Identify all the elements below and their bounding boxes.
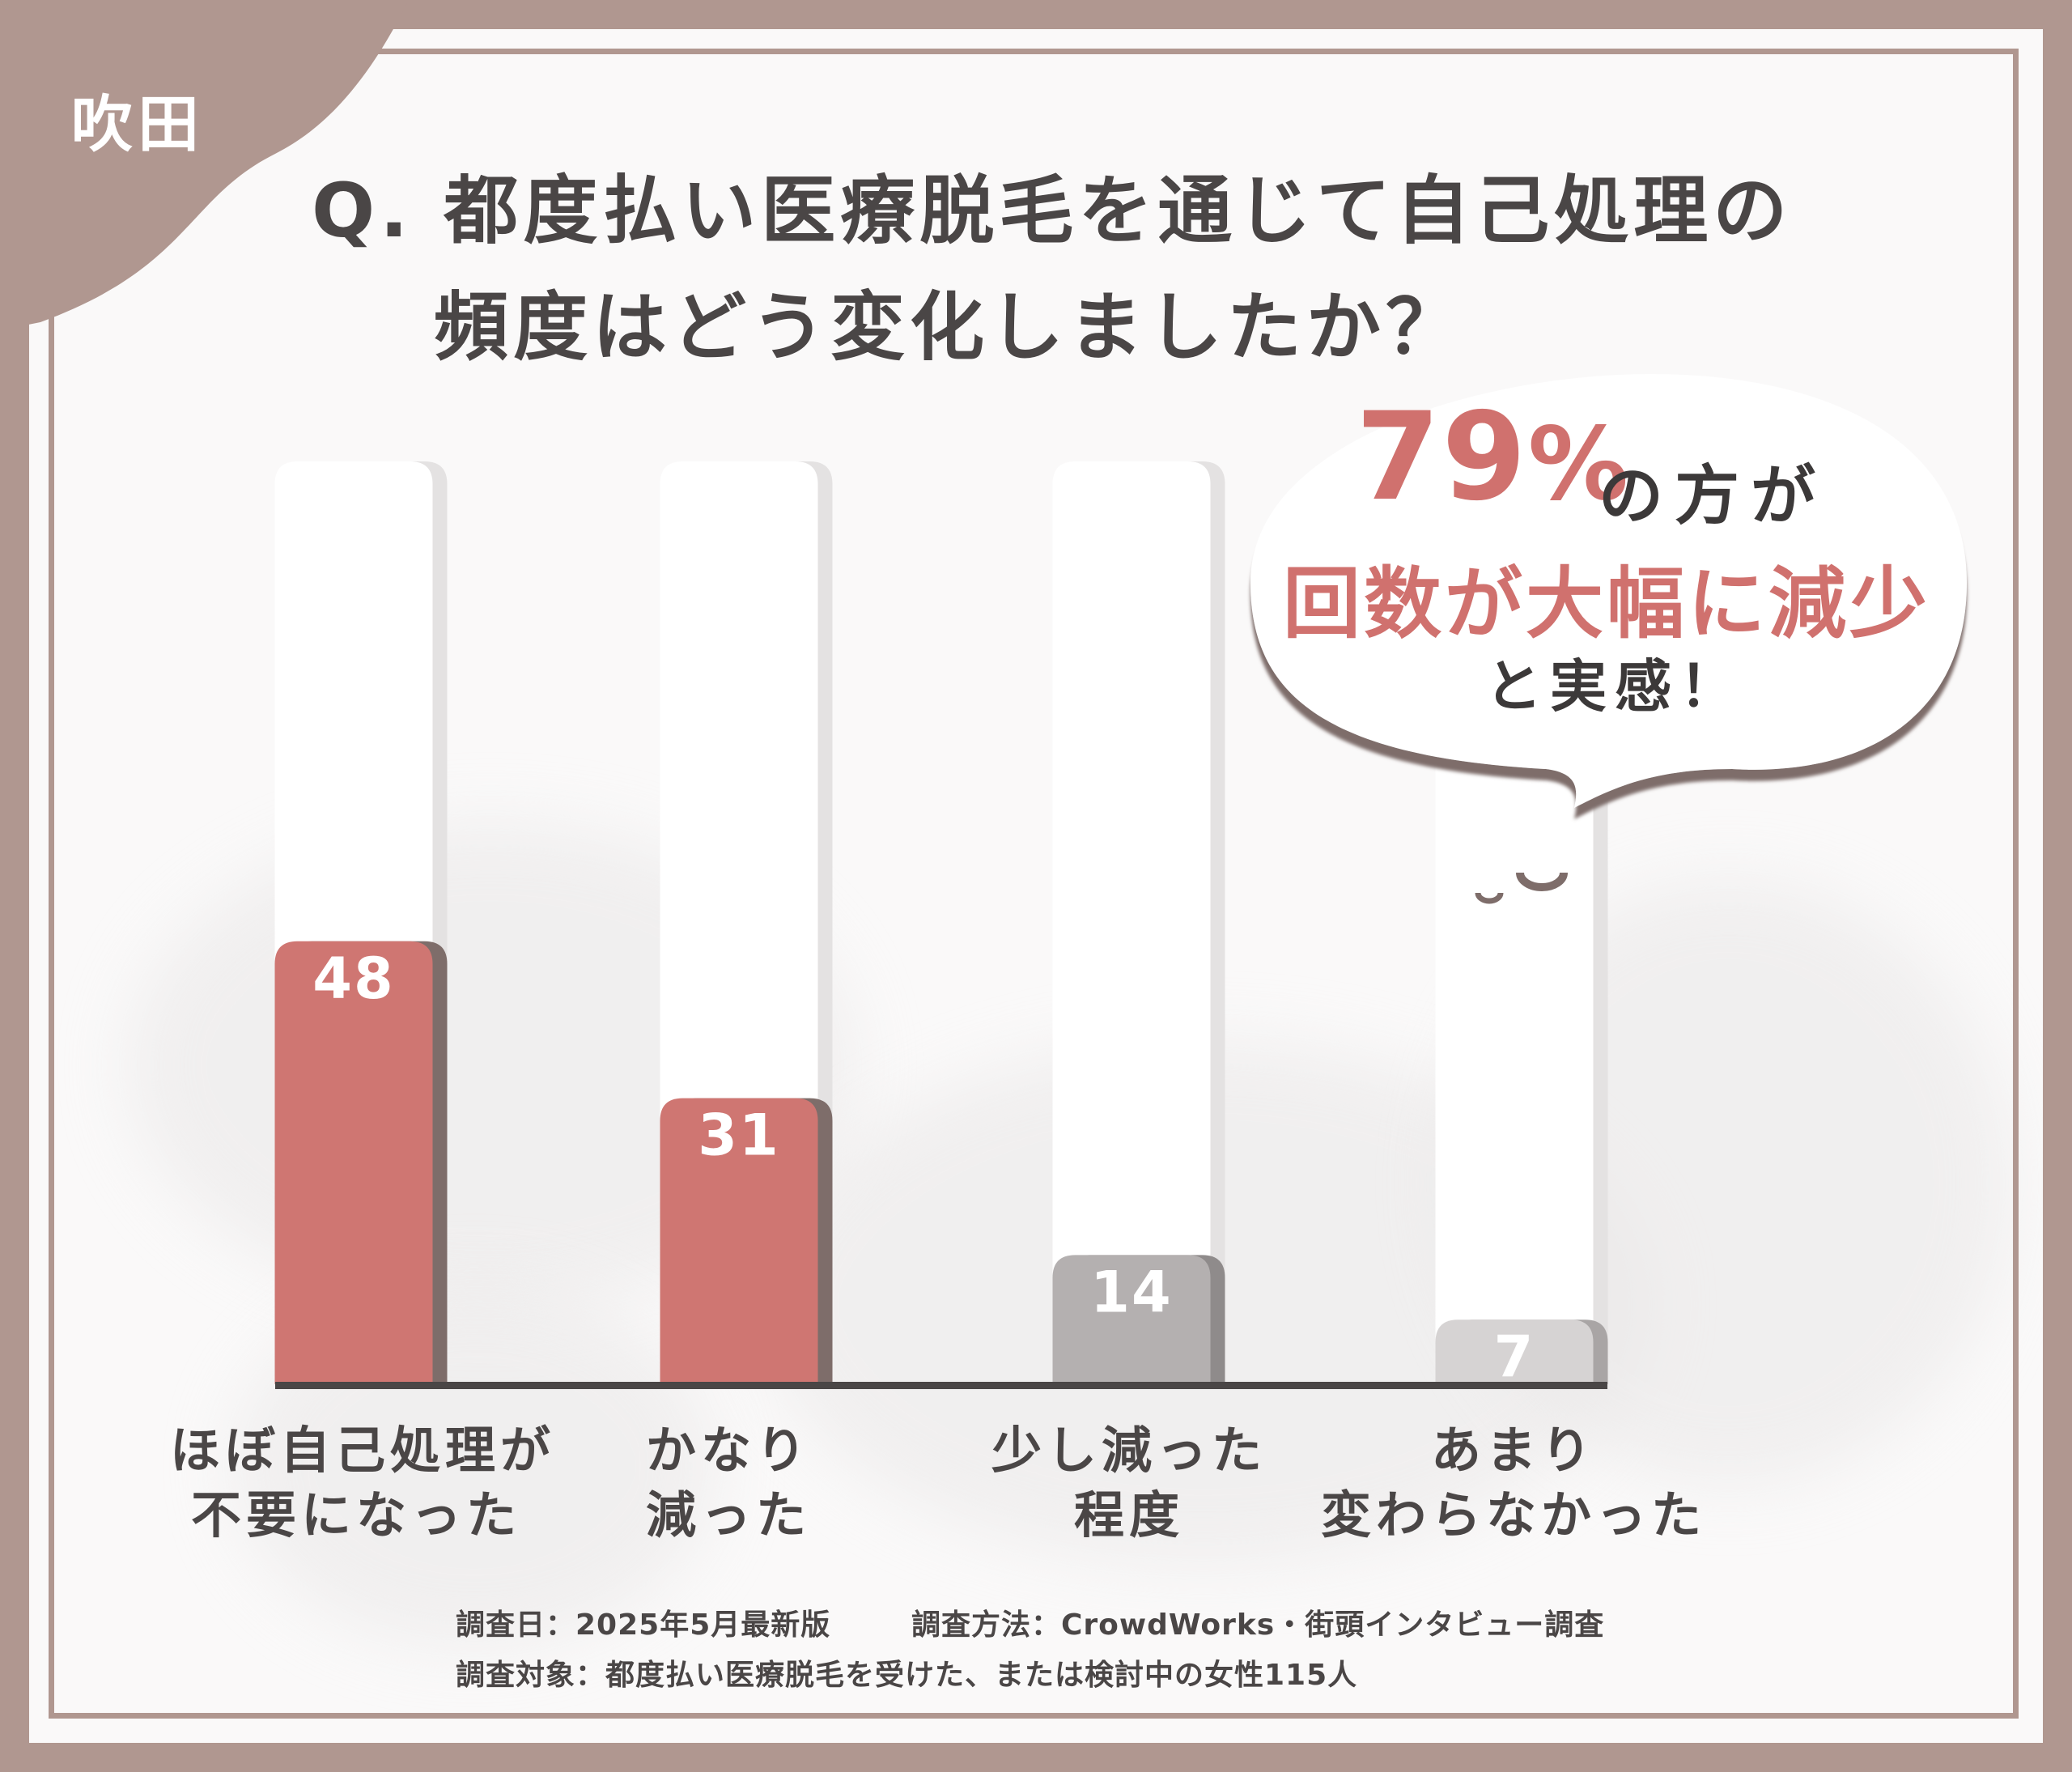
bar-value-label: 7	[1494, 1324, 1535, 1390]
bubble-dot	[1478, 882, 1501, 899]
bar-value-label: 14	[1090, 1259, 1172, 1325]
category-label: あまり 変わらなかった	[1319, 1418, 1708, 1548]
footer-survey-date: 調査日：2025年5月最新版	[456, 1608, 831, 1642]
question-title-line2: 頻度はどう変化しましたか？	[434, 284, 1466, 371]
category-label: ほぼ自己処理が 不要になった	[170, 1418, 556, 1548]
bar	[1052, 1255, 1211, 1384]
category-label-line2: 程度	[1073, 1485, 1184, 1545]
bubble-dot	[1520, 856, 1564, 885]
callout-line1: の方が	[1599, 458, 1827, 533]
footer-survey-method: 調査方法：CrowdWorks・街頭インタビュー調査	[911, 1608, 1605, 1642]
corner-ribbon	[0, 0, 409, 330]
bar-value-label: 48	[312, 945, 394, 1012]
callout-percent-value: 79	[1356, 387, 1528, 528]
bar-track	[1052, 461, 1211, 1384]
bar	[274, 941, 433, 1384]
callout-percent-sign: %	[1527, 406, 1630, 523]
bar	[1435, 1319, 1594, 1384]
bar	[660, 1098, 818, 1384]
callout-line2: 回数が大幅に減少	[1283, 559, 1930, 649]
category-label-line1: かなり	[645, 1421, 811, 1480]
category-label-line1: あまり	[1430, 1421, 1596, 1480]
category-label: かなり 減った	[595, 1418, 862, 1548]
callout-percent: 79%	[1356, 387, 1630, 528]
category-label: 少し減った 程度	[971, 1418, 1287, 1548]
question-title-line1: Q. 都度払い医療脱毛を通じて自己処理の	[312, 168, 1793, 254]
category-label-line2: 減った	[645, 1485, 811, 1545]
footer-survey-target: 調査対象：都度払い医療脱毛を受けた、または検討中の女性115人	[456, 1659, 1358, 1692]
callout-line3: と実感！	[1485, 653, 1744, 720]
category-label-line2: 不要になった	[190, 1485, 521, 1545]
speech-bubble	[1250, 374, 1967, 904]
category-label-line1: 少し減った	[991, 1421, 1267, 1480]
category-label-line1: ほぼ自己処理が	[170, 1421, 556, 1480]
bar-value-label: 31	[698, 1103, 779, 1169]
x-axis-line	[275, 1382, 1607, 1389]
category-label-line2: 変わらなかった	[1320, 1485, 1706, 1545]
area-label: 吹田	[71, 88, 204, 160]
